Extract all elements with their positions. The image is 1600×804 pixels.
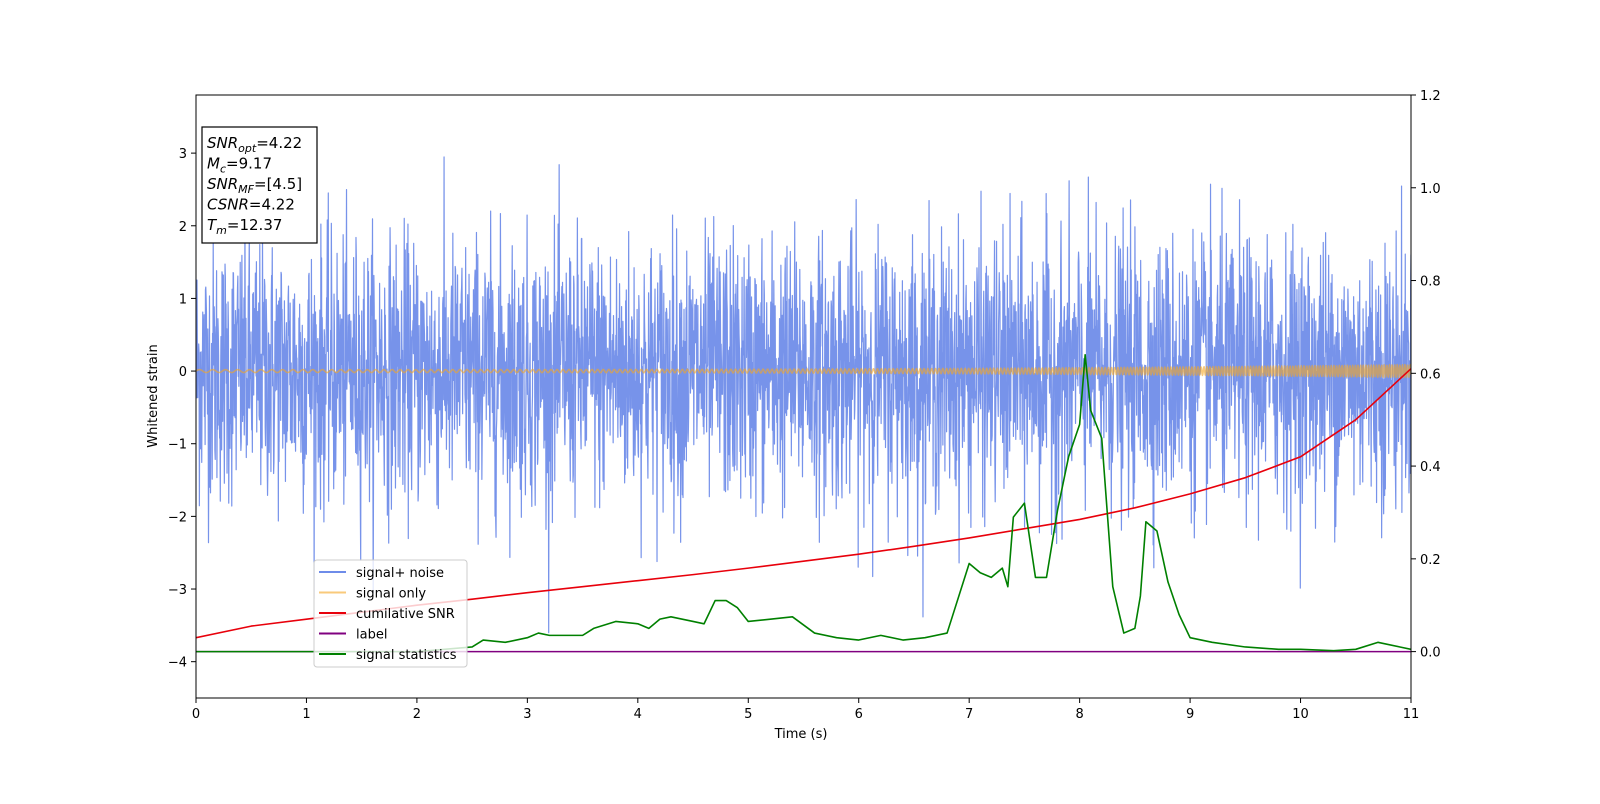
series-line-0 bbox=[196, 156, 1411, 634]
x-tick-label-0: 0 bbox=[192, 707, 200, 722]
x-tick-label-9: 9 bbox=[1186, 707, 1194, 722]
info-line-0: SNRopt=4.22 bbox=[207, 134, 302, 155]
legend-label-4: signal statistics bbox=[356, 648, 457, 663]
x-tick-label-1: 1 bbox=[302, 707, 310, 722]
x-axis-label: Time (s) bbox=[774, 727, 828, 742]
y-right-tick-label-0: 1.2 bbox=[1420, 89, 1441, 104]
x-tick-label-10: 10 bbox=[1292, 707, 1309, 722]
y-left-tick-label-6: −3 bbox=[168, 583, 187, 598]
x-tick-label-7: 7 bbox=[965, 707, 973, 722]
y-axis-right: 1.2 1.0 0.8 0.6 0.4 0.2 0.0 bbox=[1411, 89, 1441, 661]
legend-label-3: label bbox=[356, 628, 387, 643]
y-right-tick-label-2: 0.8 bbox=[1420, 275, 1441, 290]
y-left-tick-label-3: 0 bbox=[179, 365, 187, 380]
legend-label-0: signal+ noise bbox=[356, 566, 444, 581]
y-axis-label: Whitened strain bbox=[146, 344, 161, 447]
y-left-tick-label-1: 2 bbox=[179, 220, 187, 235]
y-right-tick-label-4: 0.4 bbox=[1420, 460, 1441, 475]
y-right-tick-label-5: 0.2 bbox=[1420, 553, 1441, 568]
y-left-tick-label-0: 3 bbox=[179, 147, 187, 162]
y-right-tick-label-1: 1.0 bbox=[1420, 182, 1441, 197]
series-line-1 bbox=[196, 363, 1411, 379]
legend: signal+ noise signal only cumilative SNR la… bbox=[313, 559, 468, 668]
x-tick-label-2: 2 bbox=[413, 707, 421, 722]
plot-frame bbox=[195, 94, 1412, 699]
y-right-tick-label-3: 0.6 bbox=[1420, 367, 1441, 382]
legend-label-1: signal only bbox=[356, 587, 426, 602]
info-line-1: Mc=9.17 bbox=[207, 155, 272, 176]
x-axis: 0 1 2 3 4 5 6 7 8 9 10 11 bbox=[192, 698, 1419, 722]
x-tick-label-8: 8 bbox=[1075, 707, 1083, 722]
legend-label-2: cumilative SNR bbox=[356, 607, 455, 622]
y-left-tick-label-7: −4 bbox=[168, 656, 187, 671]
y-left-tick-label-2: 1 bbox=[179, 292, 187, 307]
x-tick-label-4: 4 bbox=[634, 707, 642, 722]
info-line-4: Tm=12.37 bbox=[207, 216, 282, 237]
y-left-tick-label-5: −2 bbox=[168, 510, 187, 525]
y-left-tick-label-4: −1 bbox=[168, 438, 187, 453]
series-line-4 bbox=[196, 353, 1411, 653]
y-right-tick-label-6: 0.0 bbox=[1420, 646, 1441, 661]
x-tick-label-11: 11 bbox=[1403, 707, 1420, 722]
x-tick-label-6: 6 bbox=[855, 707, 863, 722]
legend-box bbox=[313, 559, 468, 668]
x-tick-label-3: 3 bbox=[523, 707, 531, 722]
info-line-3: CSNR=4.22 bbox=[207, 196, 295, 214]
x-tick-label-5: 5 bbox=[744, 707, 752, 722]
y-axis-left: 3 2 1 0 −1 −2 −3 −4 bbox=[168, 147, 196, 671]
info-line-2: SNRMF=[4.5] bbox=[207, 175, 302, 196]
